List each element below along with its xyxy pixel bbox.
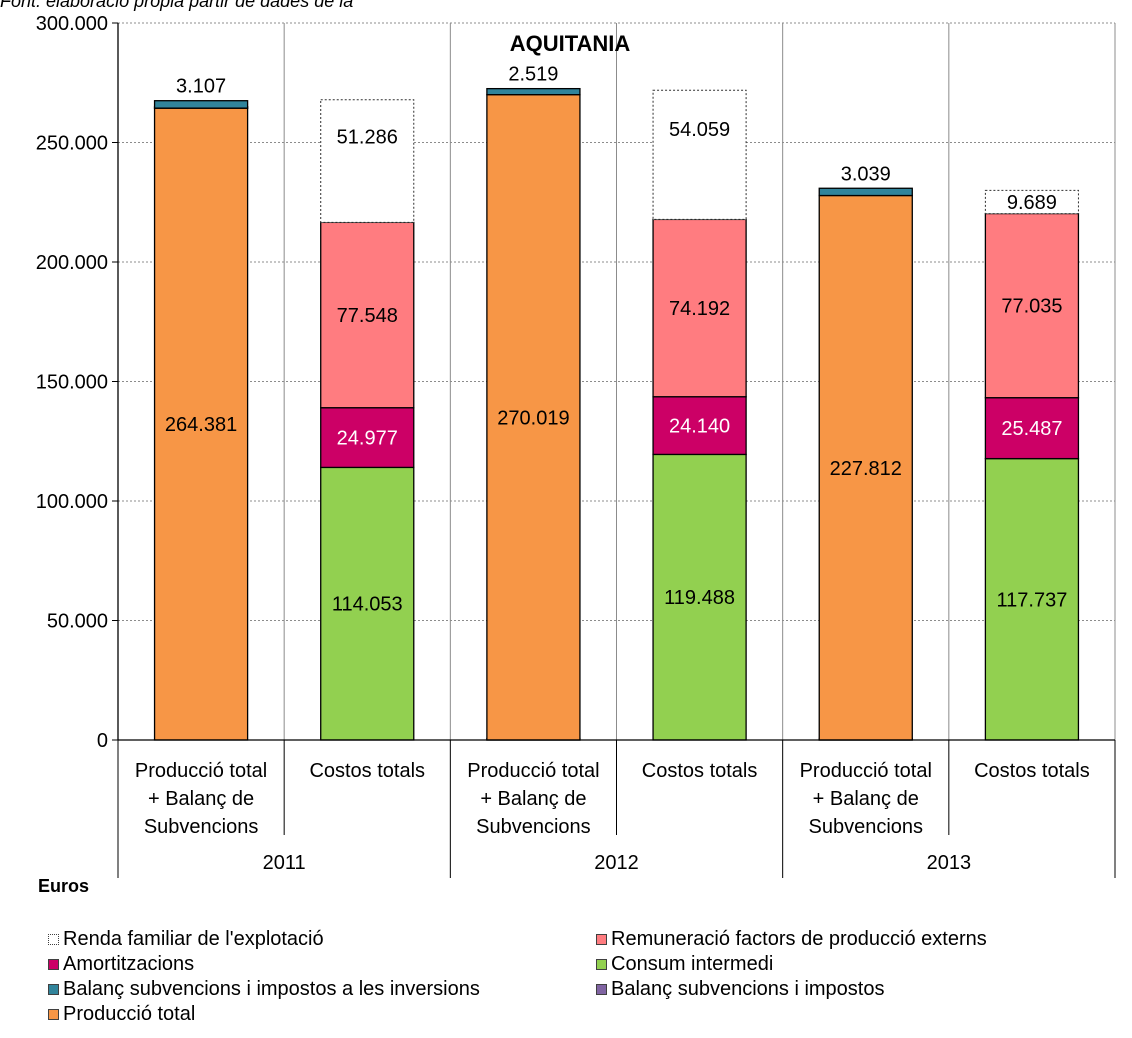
y-tick-label: 200.000 [36, 252, 108, 274]
bar-segment [320, 221, 415, 409]
x-tick-label: Costos totals [309, 760, 425, 782]
data-label: 114.053 [332, 594, 403, 616]
x-tick-label: Producció total [467, 760, 599, 782]
data-label: 270.019 [497, 407, 569, 429]
legend-label: Amortitzacions [63, 953, 195, 975]
legend-item: Balanç subvencions i impostos [596, 978, 884, 1001]
y-tick-label: 300.000 [36, 13, 108, 35]
legend-swatch [596, 934, 607, 945]
bar-segment [652, 396, 747, 456]
x-tick-label: + Balanç de [148, 788, 254, 810]
bar-segment [818, 187, 913, 197]
chart-title: AQUITANIA [510, 31, 631, 56]
legend-swatch [596, 959, 607, 970]
legend-label: Producció total [63, 1003, 196, 1025]
x-tick-label: Subvencions [144, 816, 259, 838]
bar-segment [486, 87, 581, 96]
x-tick-label: Costos totals [974, 760, 1090, 782]
x-tick-label: Producció total [135, 760, 267, 782]
y-tick-label: 150.000 [36, 372, 108, 394]
chart-subtitle: Font: elaboració pròpia partir de dades … [0, 0, 354, 11]
data-label: 74.192 [669, 298, 730, 320]
data-label: 3.107 [176, 76, 226, 98]
y-axis-label: Euros [38, 876, 89, 896]
legend-label: Renda familiar de l'explotació [63, 928, 324, 950]
bar-segment [984, 457, 1080, 741]
bar-segment [984, 189, 1079, 215]
legend-item: Remuneració factors de producció externs [596, 928, 987, 951]
bar-segment [320, 466, 415, 741]
bar-segment [652, 89, 747, 220]
legend-swatch [48, 959, 59, 970]
year-label: 2011 [263, 852, 306, 874]
bar-segment [818, 194, 913, 741]
data-label: 51.286 [337, 127, 398, 149]
bar-segment [652, 453, 747, 741]
legend-swatch [48, 934, 59, 945]
legend-label: Consum intermedi [611, 953, 774, 975]
legend-label: Remuneració factors de producció externs [611, 928, 987, 950]
legend-item: Consum intermedi [596, 953, 773, 976]
bar-segment [320, 99, 415, 223]
data-label: 264.381 [165, 414, 237, 436]
data-label: 117.737 [997, 589, 1068, 611]
bar-segment [984, 397, 1080, 460]
year-label: 2012 [594, 852, 639, 874]
legend-swatch [596, 984, 607, 995]
x-tick-label: Costos totals [642, 760, 758, 782]
y-tick-label: 250.000 [36, 133, 108, 155]
data-label: 119.488 [664, 587, 735, 609]
x-tick-label: + Balanç de [480, 788, 586, 810]
legend-label: Balanç subvencions i impostos [611, 978, 885, 1000]
y-tick-label: 100.000 [36, 491, 108, 513]
y-tick-label: 50.000 [47, 611, 108, 633]
bar-segment [652, 218, 747, 398]
data-label: 54.059 [669, 119, 730, 141]
legend-swatch [48, 1009, 59, 1020]
stacked-bar-chart: 0 50.000 100.000 150.000 200.000 250.000 300.0… [36, 13, 1116, 896]
data-label: 24.140 [669, 416, 730, 438]
data-label: 2.519 [508, 64, 558, 86]
data-label: 227.812 [830, 458, 902, 480]
x-tick-label: Producció total [800, 760, 932, 782]
x-tick-label: Subvencions [808, 816, 923, 838]
year-label: 2013 [927, 852, 972, 874]
x-tick-label: Subvencions [476, 816, 591, 838]
legend-item: Renda familiar de l'explotació [48, 928, 324, 951]
x-tick-label: + Balanç de [813, 788, 919, 810]
bar-segment [320, 407, 415, 469]
y-tick-label: 0 [97, 730, 108, 752]
bar-segment [984, 212, 1080, 399]
bar-segment [153, 100, 249, 109]
data-label: 24.977 [337, 428, 398, 450]
legend-item: Amortitzacions [48, 953, 194, 976]
legend-item: Balanç subvencions i impostos a les inve… [48, 978, 480, 1001]
data-label: 9.689 [1007, 192, 1057, 214]
data-label: 3.039 [841, 163, 891, 185]
legend-item: Producció total [48, 1003, 195, 1026]
legend-label: Balanç subvencions i impostos a les inve… [63, 978, 480, 1000]
legend-swatch [48, 984, 59, 995]
data-label: 77.548 [337, 305, 398, 327]
data-label: 77.035 [1001, 296, 1062, 318]
data-label: 25.487 [1001, 418, 1062, 440]
